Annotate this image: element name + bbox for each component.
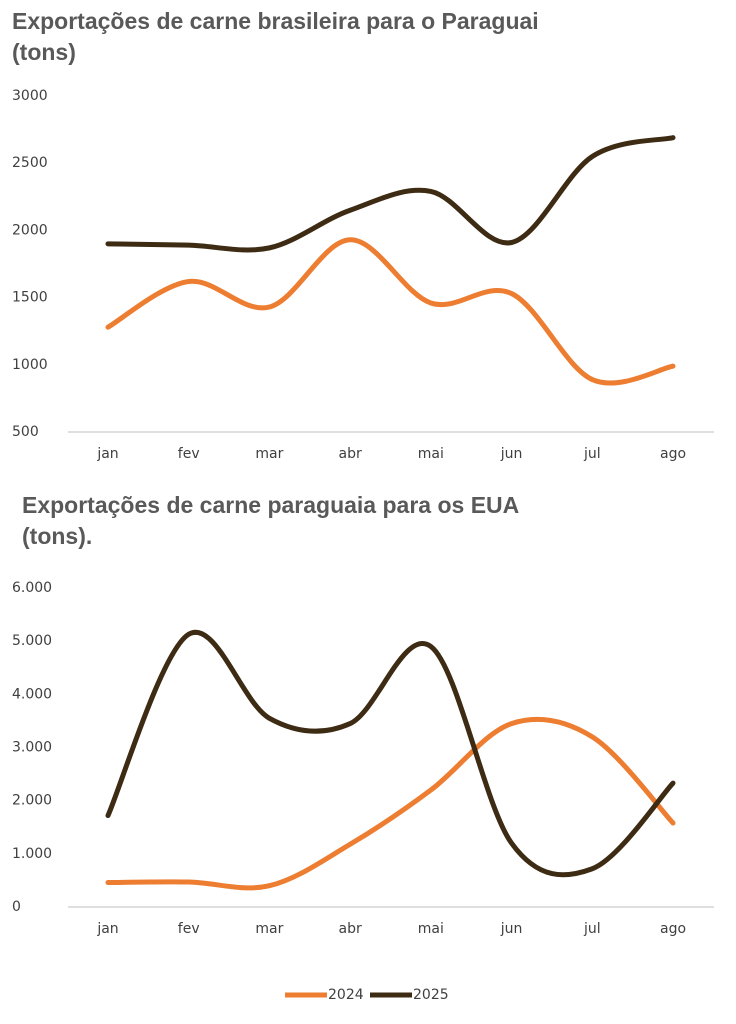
x-tick-label: abr — [339, 446, 362, 462]
y-tick-label: 3.000 — [12, 740, 52, 756]
line-series — [105, 237, 676, 386]
y-tick-label: 1.000 — [12, 846, 52, 862]
x-tick-label: jun — [500, 446, 523, 462]
y-tick-label: 0 — [12, 899, 21, 915]
y-tick-label: 4.000 — [12, 686, 52, 702]
y-tick-label: 2000 — [12, 222, 48, 238]
x-tick-label: mar — [255, 921, 283, 937]
x-tick-label: abr — [339, 921, 362, 937]
legend-label: 2024 — [328, 987, 364, 1003]
x-tick-label: jul — [583, 921, 601, 937]
y-tick-label: 5.000 — [12, 633, 52, 649]
y-tick-label: 6.000 — [12, 580, 52, 596]
line-series — [105, 135, 676, 253]
y-tick-label: 3000 — [12, 88, 48, 104]
x-tick-label: jun — [500, 921, 523, 937]
chart-title: Exportações de carne paraguaia para os E… — [22, 492, 519, 549]
x-tick-label: mar — [255, 446, 283, 462]
y-tick-label: 2.000 — [12, 793, 52, 809]
x-tick-label: ago — [660, 921, 686, 937]
line-series — [105, 629, 676, 878]
line-series — [105, 716, 676, 891]
x-tick-label: ago — [660, 446, 686, 462]
y-tick-label: 1500 — [12, 290, 48, 306]
x-tick-label: fev — [178, 921, 200, 937]
x-tick-label: fev — [178, 446, 200, 462]
x-tick-label: mai — [418, 921, 444, 937]
y-tick-label: 1000 — [12, 357, 48, 373]
legend-label: 2025 — [413, 987, 449, 1003]
x-tick-label: jan — [96, 921, 118, 937]
y-tick-label: 500 — [12, 424, 39, 440]
y-tick-label: 2500 — [12, 155, 48, 171]
x-tick-label: mai — [418, 446, 444, 462]
x-tick-label: jul — [583, 446, 601, 462]
chart-title: Exportações de carne brasileira para o P… — [12, 8, 539, 65]
x-tick-label: jan — [96, 446, 118, 462]
